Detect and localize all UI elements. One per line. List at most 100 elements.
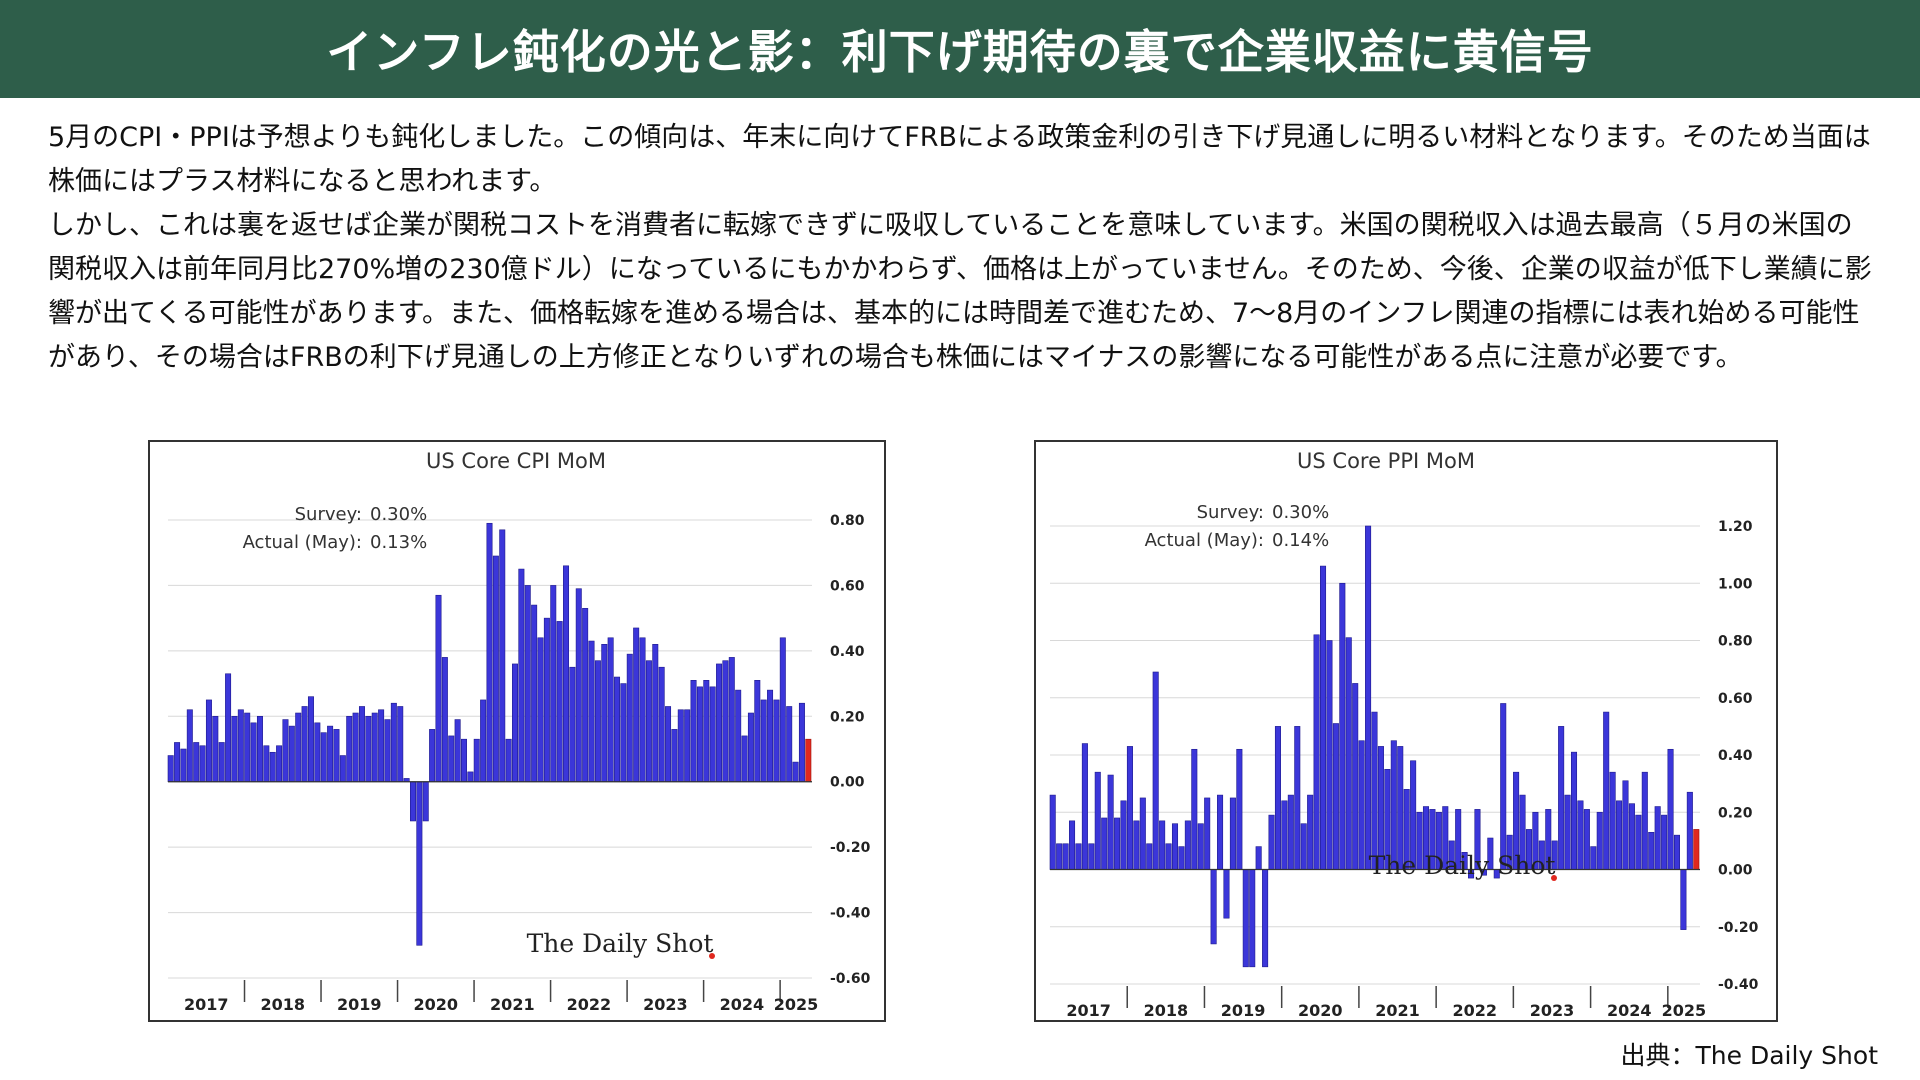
bar [798, 702, 805, 783]
bar [1255, 846, 1262, 870]
bar [1319, 565, 1327, 870]
bar [1307, 794, 1314, 870]
bar [703, 680, 710, 783]
bar [1628, 803, 1635, 870]
bar [352, 712, 359, 783]
y-tick-label: -0.20 [1718, 920, 1759, 936]
bar [212, 715, 219, 783]
daily-shot-watermark: The Daily Shot [1369, 851, 1556, 880]
bar [174, 742, 181, 783]
y-tick-label: 0.40 [830, 644, 865, 660]
bar [441, 657, 448, 783]
bar [199, 745, 206, 783]
bar [1069, 820, 1076, 870]
bar [237, 709, 244, 783]
bar [1249, 869, 1256, 968]
bar [1345, 637, 1352, 870]
bar [390, 702, 397, 783]
x-tick-label: 2018 [1144, 1001, 1189, 1020]
bar [1133, 820, 1140, 870]
core-cpi-chart: US Core CPI MoM 0.80 0.60 0.40 0.20 0.00 -0.20… [148, 440, 886, 1022]
bar [467, 771, 474, 783]
bar [1049, 794, 1056, 870]
bar [480, 699, 487, 783]
x-tick-label: 2022 [567, 995, 612, 1014]
bar [1673, 834, 1681, 870]
bar [556, 621, 563, 783]
bar [1197, 823, 1204, 870]
bar [327, 725, 334, 783]
bar [1622, 780, 1629, 870]
bar [225, 673, 232, 783]
bar [435, 594, 442, 783]
bar [180, 748, 187, 783]
bar [575, 588, 582, 783]
y-tick-label: -0.20 [830, 840, 871, 856]
y-tick-label: 0.20 [830, 709, 865, 725]
bar [1352, 683, 1359, 870]
bar [231, 715, 238, 783]
bar-latest [1693, 829, 1700, 870]
bar [1146, 843, 1153, 870]
bar [492, 555, 499, 783]
x-tick-label: 2018 [261, 995, 306, 1014]
x-tick-label: 2022 [1452, 1001, 1497, 1020]
bar [512, 663, 519, 783]
bar [397, 706, 404, 783]
bar [1191, 748, 1198, 870]
bar [1358, 740, 1365, 870]
bar [256, 715, 263, 783]
bar [1178, 846, 1185, 870]
daily-shot-watermark: The Daily Shot [527, 929, 714, 958]
bar [461, 738, 467, 783]
bar [499, 529, 506, 783]
y-tick-label: 0.00 [1718, 863, 1753, 879]
bar [320, 732, 327, 783]
bar [1107, 774, 1114, 870]
bar [429, 729, 436, 783]
y-tick-label: 0.40 [1718, 748, 1753, 764]
bar [773, 699, 780, 783]
bar [288, 725, 295, 783]
bar [371, 712, 378, 783]
bar [1686, 791, 1693, 870]
bar [735, 689, 742, 783]
bar [614, 676, 621, 783]
bar [1365, 525, 1372, 870]
bar [276, 745, 283, 783]
x-tick-label: 2024 [1607, 1001, 1652, 1020]
x-tick-label: 2021 [1375, 1001, 1420, 1020]
bar [531, 604, 538, 783]
bar [333, 729, 340, 783]
bar [639, 637, 646, 783]
bar [1577, 800, 1584, 870]
bar [1616, 800, 1623, 870]
survey-label: Survey: [295, 504, 362, 525]
bar [454, 719, 461, 783]
bar [1371, 711, 1378, 870]
bar [645, 660, 652, 783]
bar [1654, 806, 1661, 870]
x-tick-label: 2023 [643, 995, 688, 1014]
bar [1152, 671, 1159, 870]
bar [346, 715, 353, 783]
survey-value: 0.30% [370, 504, 427, 525]
chart-title: US Core CPI MoM [426, 449, 606, 473]
bar [620, 683, 627, 783]
x-tick-label: 2025 [774, 995, 819, 1014]
bar [339, 755, 346, 783]
bar [518, 568, 525, 783]
y-tick-label: -0.40 [830, 906, 871, 922]
bar [588, 640, 595, 783]
bar [1287, 794, 1294, 870]
bar [1609, 771, 1616, 870]
bar [1210, 869, 1217, 945]
bar [722, 660, 729, 783]
bar [1223, 869, 1230, 919]
bar [779, 637, 786, 783]
bar [1171, 823, 1179, 870]
bar [1062, 843, 1069, 870]
bar [1564, 794, 1571, 870]
actual-label: Actual (May): [243, 532, 362, 553]
bar [1313, 634, 1320, 870]
